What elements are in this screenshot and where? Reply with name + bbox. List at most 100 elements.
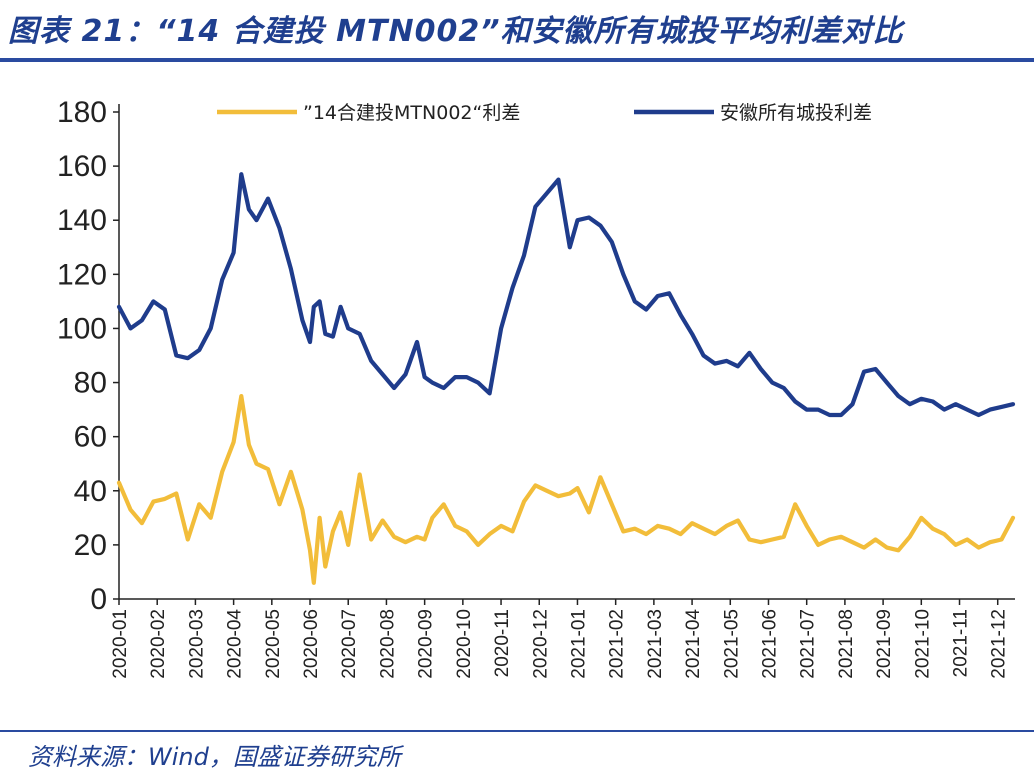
data-point-mtn002 xyxy=(381,519,384,522)
data-point-mtn002 xyxy=(576,487,579,489)
x-tick-label: 2021-01 xyxy=(568,609,589,679)
x-tick-label: 2020-04 xyxy=(225,609,246,679)
data-point-anhui xyxy=(569,246,571,249)
data-point-anhui xyxy=(347,327,350,330)
data-point-anhui xyxy=(656,295,659,297)
data-point-mtn002 xyxy=(840,536,842,538)
data-point-anhui xyxy=(164,308,166,311)
data-point-anhui xyxy=(309,341,311,343)
data-point-anhui xyxy=(1000,406,1003,408)
data-point-anhui xyxy=(324,333,327,335)
source-divider xyxy=(0,730,1034,732)
data-point-anhui xyxy=(370,360,373,362)
data-point-mtn002 xyxy=(794,503,796,506)
data-point-mtn002 xyxy=(309,549,311,552)
x-tick-label: 2020-07 xyxy=(339,609,360,679)
source-note: 资料来源：Wind，国盛证券研究所 xyxy=(28,743,401,771)
x-tick-label: 2021-05 xyxy=(721,609,742,679)
x-tick-label: 2021-08 xyxy=(836,609,857,679)
chart-legend: ”14合建投MTN002“利差 安徽所有城投利差 xyxy=(217,102,872,124)
data-point-mtn002 xyxy=(339,511,342,514)
data-point-anhui xyxy=(267,197,269,200)
data-point-mtn002 xyxy=(393,536,395,538)
data-point-anhui xyxy=(725,360,728,362)
data-point-mtn002 xyxy=(313,582,315,584)
data-point-anhui xyxy=(404,373,407,376)
title-divider xyxy=(0,58,1034,62)
data-point-mtn002 xyxy=(358,473,361,476)
data-point-mtn002 xyxy=(714,533,716,535)
x-tick-label: 2021-12 xyxy=(989,609,1010,679)
data-point-anhui xyxy=(840,414,842,416)
x-tick-label: 2020-08 xyxy=(377,609,398,679)
data-point-anhui xyxy=(737,365,739,368)
data-point-mtn002 xyxy=(920,517,923,519)
chart-axes: 0 20 40 60 80 100 120 140 160 180 2020-01 2020-02 20… xyxy=(57,96,1015,679)
chart-title: 图表 21：“14 合建投 MTN002”和安徽所有城投平均利差对比 xyxy=(8,14,904,49)
data-point-anhui xyxy=(442,387,445,389)
data-point-mtn002 xyxy=(702,527,705,530)
x-tick-label: 2021-07 xyxy=(798,609,819,679)
y-tick-label: 0 xyxy=(90,583,107,616)
data-point-anhui xyxy=(141,319,143,322)
data-point-anhui xyxy=(817,408,819,411)
data-point-mtn002 xyxy=(954,544,957,546)
y-tick-label: 60 xyxy=(74,421,107,454)
data-point-mtn002 xyxy=(431,517,434,519)
data-point-anhui xyxy=(546,192,548,194)
data-point-mtn002 xyxy=(817,544,819,546)
data-point-mtn002 xyxy=(267,468,269,470)
legend-label-anhui: 安徽所有城投利差 xyxy=(720,102,872,124)
data-point-anhui xyxy=(599,224,602,227)
data-point-mtn002 xyxy=(989,541,991,543)
data-point-mtn002 xyxy=(164,498,166,500)
data-point-mtn002 xyxy=(691,522,693,524)
y-tick-label: 20 xyxy=(74,529,107,562)
data-point-anhui xyxy=(702,354,705,357)
x-tick-label: 2021-06 xyxy=(759,609,780,679)
data-point-anhui xyxy=(886,381,888,384)
data-point-anhui xyxy=(622,273,625,276)
data-point-anhui xyxy=(454,376,457,378)
data-point-mtn002 xyxy=(1012,517,1014,519)
data-point-mtn002 xyxy=(874,538,877,541)
data-point-mtn002 xyxy=(656,525,659,527)
x-tick-label: 2020-06 xyxy=(301,609,322,679)
data-point-anhui xyxy=(668,292,670,295)
data-point-mtn002 xyxy=(152,500,155,503)
data-point-anhui xyxy=(588,216,590,219)
data-point-anhui xyxy=(175,354,178,357)
series-line-mtn002 xyxy=(116,394,1016,585)
data-point-anhui xyxy=(465,376,468,378)
data-point-anhui xyxy=(805,408,808,411)
data-point-anhui xyxy=(1012,403,1014,406)
data-point-anhui xyxy=(278,227,281,230)
y-tick-label: 160 xyxy=(57,150,107,183)
data-point-mtn002 xyxy=(332,530,334,533)
data-point-mtn002 xyxy=(725,525,728,527)
x-tick-label: 2020-01 xyxy=(110,609,131,679)
data-point-anhui xyxy=(221,278,223,281)
data-point-mtn002 xyxy=(977,546,980,549)
data-point-anhui xyxy=(989,408,991,411)
data-point-anhui xyxy=(511,287,514,289)
data-point-mtn002 xyxy=(301,508,304,511)
x-tick-label: 2020-12 xyxy=(530,609,551,679)
data-point-anhui xyxy=(645,308,647,311)
data-point-anhui xyxy=(358,333,361,335)
x-tick-label: 2020-10 xyxy=(454,609,475,679)
data-point-mtn002 xyxy=(828,538,831,541)
data-point-anhui xyxy=(332,335,334,338)
data-point-anhui xyxy=(783,387,785,389)
data-point-mtn002 xyxy=(255,462,258,465)
y-tick-label: 120 xyxy=(57,258,107,291)
x-tick-label: 2021-02 xyxy=(607,609,628,679)
data-point-mtn002 xyxy=(290,471,292,473)
data-point-mtn002 xyxy=(897,549,900,552)
data-point-mtn002 xyxy=(886,546,888,549)
data-point-mtn002 xyxy=(465,530,468,533)
series-layer xyxy=(116,172,1016,585)
data-point-mtn002 xyxy=(569,492,571,495)
data-point-anhui xyxy=(760,368,762,370)
data-point-mtn002 xyxy=(634,527,636,530)
